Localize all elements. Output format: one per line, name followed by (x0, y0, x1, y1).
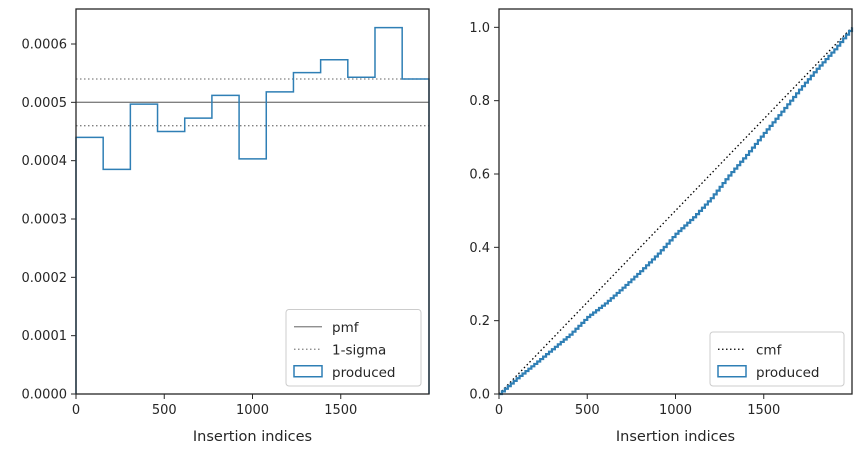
y-tick-label: 0.0002 (22, 271, 68, 286)
legend-label: pmf (332, 320, 360, 336)
y-tick-label: 0.0 (469, 388, 490, 403)
y-tick-label: 0.0004 (22, 154, 68, 169)
x-tick-label: 500 (575, 403, 600, 418)
pmf-histogram-panel: 0 500 1000 1500 0.0000 0.0001 0.0002 0.0003 0.00… (22, 8, 430, 445)
legend-swatch-produced (717, 365, 747, 378)
legend-frame (709, 331, 845, 387)
y-tick-label: 0.8 (469, 94, 490, 109)
legend-label: 1-sigma (332, 342, 386, 358)
legend: cmf produced (709, 331, 845, 387)
y-tick-label: 0.4 (469, 241, 490, 256)
y-tick-label: 0.0001 (22, 329, 68, 344)
x-axis-label: Insertion indices (616, 429, 735, 445)
cmf-panel: 0 500 1000 1500 0.0 0.2 0.4 0.6 0.8 1.0 Insertion … (469, 8, 854, 445)
x-axis-label: Insertion indices (193, 429, 312, 445)
x-tick-label: 1500 (747, 403, 780, 418)
y-tick-label: 0.2 (469, 314, 490, 329)
cmf-line (498, 26, 853, 395)
produced-cmf-line (499, 27, 854, 396)
legend-frame (285, 309, 422, 387)
y-tick-label: 0.6 (469, 168, 490, 183)
legend: pmf 1-sigma produced (285, 309, 422, 387)
legend-label: produced (332, 365, 396, 381)
x-tick-label: 1000 (236, 403, 269, 418)
x-tick-label: 500 (152, 403, 177, 418)
x-tick-label: 0 (495, 403, 503, 418)
legend-label: produced (756, 365, 820, 381)
y-tick-label: 1.0 (469, 21, 490, 36)
y-tick-label: 0.0003 (22, 213, 68, 228)
y-tick-label: 0.0005 (22, 96, 68, 111)
y-tick-label: 0.0000 (22, 388, 68, 403)
produced-histogram (75, 26, 430, 394)
x-tick-label: 1000 (659, 403, 692, 418)
legend-swatch-produced (293, 365, 323, 378)
y-tick-label: 0.0006 (22, 38, 68, 53)
axes-frame (498, 8, 853, 395)
x-tick-label: 0 (72, 403, 80, 418)
axes-frame (75, 8, 430, 395)
x-tick-label: 1500 (324, 403, 357, 418)
legend-label: cmf (756, 342, 783, 358)
